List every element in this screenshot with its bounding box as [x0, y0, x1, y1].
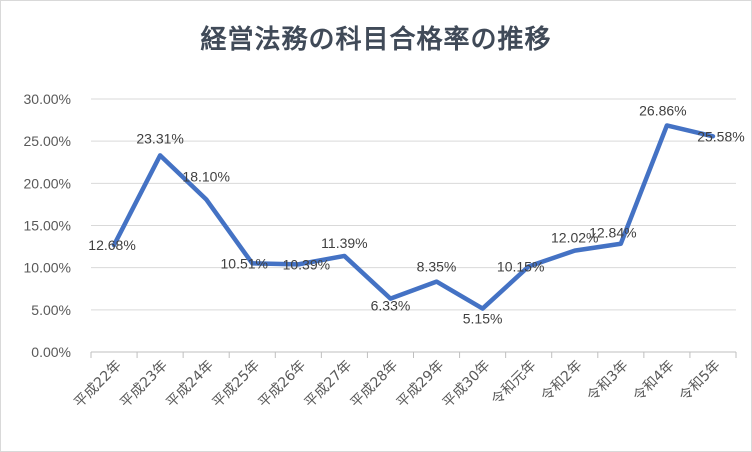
x-tick-label: 平成27年 [302, 358, 356, 412]
x-tick-label: 平成23年 [117, 358, 171, 412]
x-tick-label: 平成26年 [256, 358, 310, 412]
data-label: 6.33% [371, 298, 411, 314]
data-labels: 12.68% 23.31% 18.10% 10.51% 10.39% 11.39% 6.33… [88, 102, 744, 326]
data-label: 10.51% [221, 255, 268, 271]
data-label: 8.35% [417, 259, 457, 275]
data-label: 23.31% [136, 130, 183, 146]
data-label: 12.02% [551, 230, 598, 246]
x-tick-label: 平成28年 [348, 358, 402, 412]
x-tick-label: 平成24年 [163, 358, 217, 412]
data-label: 12.68% [88, 237, 135, 253]
series-line [111, 123, 716, 311]
data-label: 5.15% [463, 311, 503, 327]
data-label: 26.86% [639, 102, 686, 118]
x-axis [90, 351, 737, 358]
y-axis-ticks: 0.00% 5.00% 10.00% 15.00% 20.00% 25.00% 30.00% [24, 91, 71, 360]
data-label: 12.84% [589, 225, 636, 241]
x-tick-label: 令和2年 [538, 358, 585, 405]
x-tick-label: 平成29年 [394, 358, 448, 412]
x-tick-label: 平成25年 [209, 358, 263, 412]
x-tick-label: 令和5年 [676, 358, 723, 405]
x-axis-ticks: 平成22年平成23年平成24年平成25年平成26年平成27年平成28年平成29年… [71, 358, 724, 412]
chart-title: 経営法務の科目合格率の推移 [200, 25, 552, 55]
y-tick-label: 30.00% [24, 91, 71, 107]
y-tick-label: 20.00% [24, 175, 71, 191]
data-label: 11.39% [321, 235, 367, 251]
y-tick-label: 15.00% [24, 218, 71, 234]
x-tick-label: 令和3年 [584, 358, 631, 405]
data-label: 18.10% [182, 168, 229, 184]
y-tick-label: 0.00% [31, 344, 71, 360]
y-tick-label: 10.00% [24, 260, 71, 276]
x-tick-label: 令和元年 [489, 358, 540, 409]
data-label: 10.15% [497, 258, 544, 274]
x-tick-label: 平成22年 [71, 358, 125, 412]
data-label: 25.58% [697, 128, 744, 144]
y-tick-label: 25.00% [24, 133, 71, 149]
gridlines [91, 98, 736, 311]
series-layer [111, 123, 716, 311]
y-tick-label: 5.00% [31, 302, 71, 318]
data-label: 10.39% [283, 256, 330, 272]
x-tick-label: 平成30年 [440, 358, 494, 412]
x-tick-label: 令和4年 [630, 358, 677, 405]
